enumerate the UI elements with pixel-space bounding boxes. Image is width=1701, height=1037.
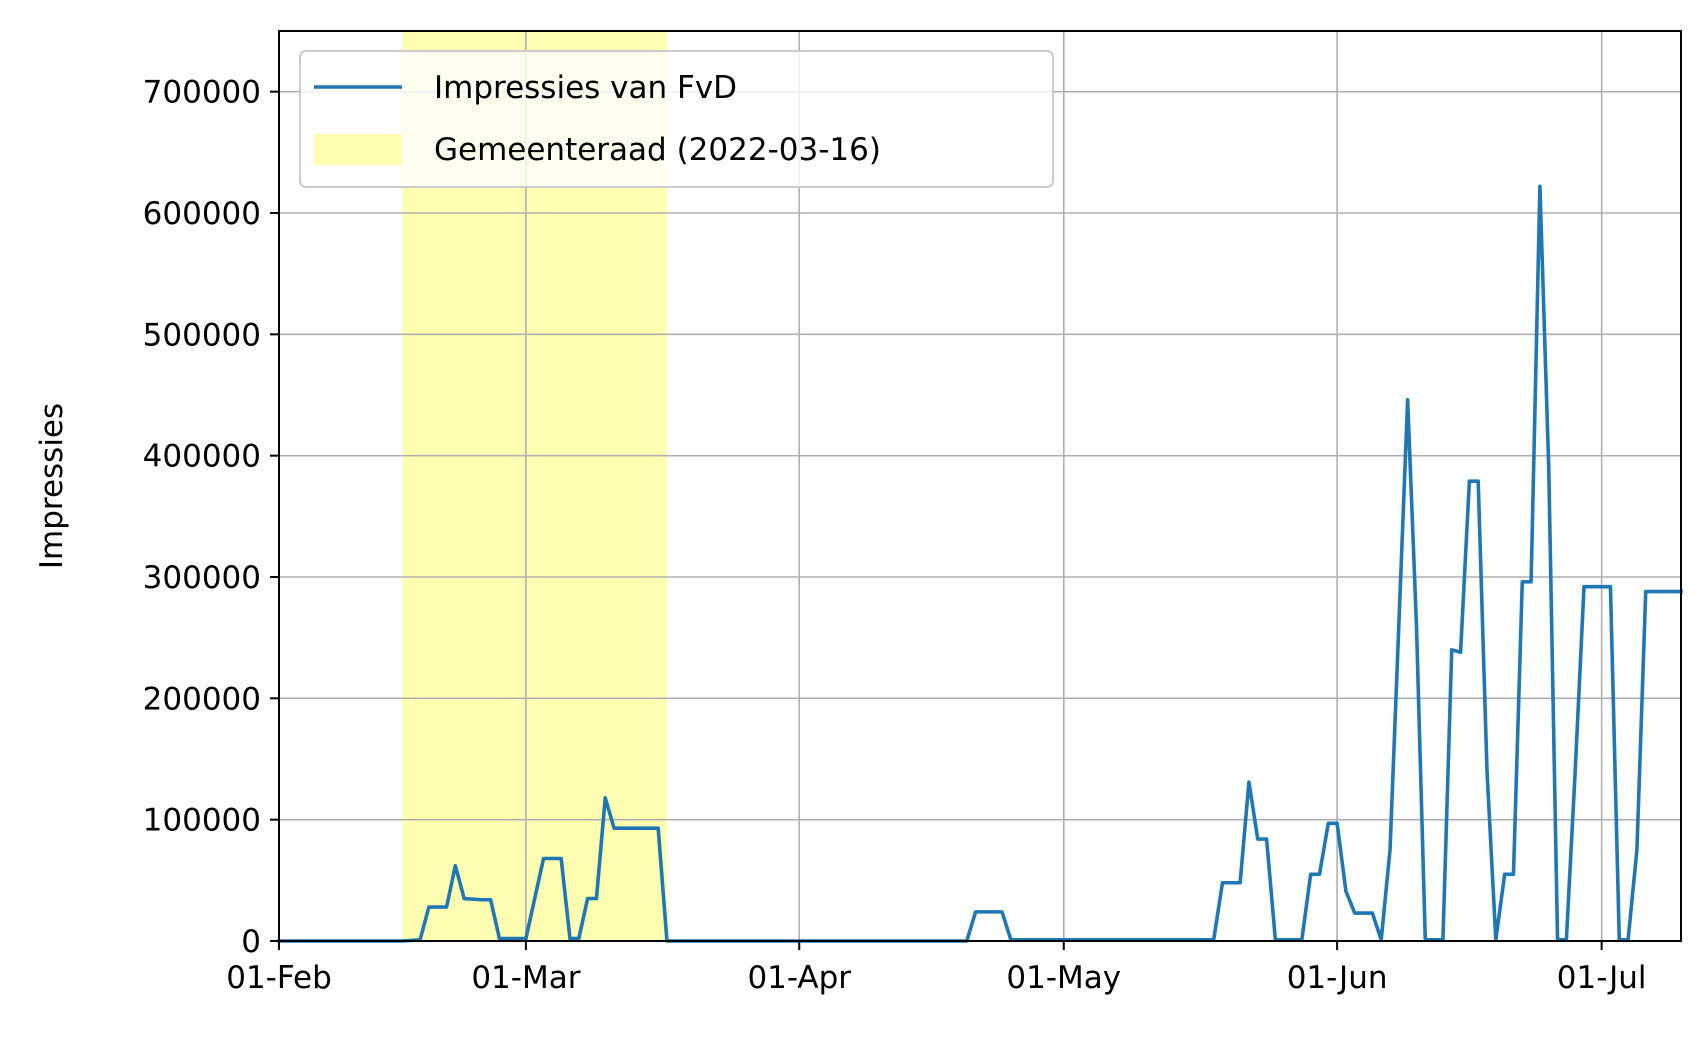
y-tick-label: 300000 — [143, 560, 261, 596]
legend-label-series: Impressies van FvD — [434, 70, 737, 106]
legend: Impressies van FvD Gemeenteraad (2022-03… — [299, 50, 1054, 188]
y-tick-label: 100000 — [143, 803, 261, 839]
x-tick-label: 01-Mar — [471, 960, 580, 996]
legend-box — [299, 50, 1054, 188]
series-line-0 — [277, 184, 1683, 943]
y-tick-label: 500000 — [143, 317, 261, 353]
x-tick-label: 01-May — [1006, 960, 1121, 996]
x-tick-label: 01-Feb — [226, 960, 332, 996]
y-axis-title: Impressies — [34, 403, 70, 569]
x-tick-label: 01-Jul — [1557, 960, 1647, 996]
legend-patch-swatch — [314, 134, 402, 165]
legend-label-highlight: Gemeenteraad (2022-03-16) — [434, 132, 881, 168]
plot-frame — [278, 30, 1682, 942]
y-tick-label: 700000 — [143, 75, 261, 111]
y-tick-label: 0 — [241, 924, 261, 960]
x-tick-label: 01-Jun — [1287, 960, 1388, 996]
y-tick-label: 600000 — [143, 196, 261, 232]
y-tick-label: 400000 — [143, 439, 261, 475]
y-tick-label: 200000 — [143, 681, 261, 717]
x-tick-label: 01-Apr — [747, 960, 851, 996]
